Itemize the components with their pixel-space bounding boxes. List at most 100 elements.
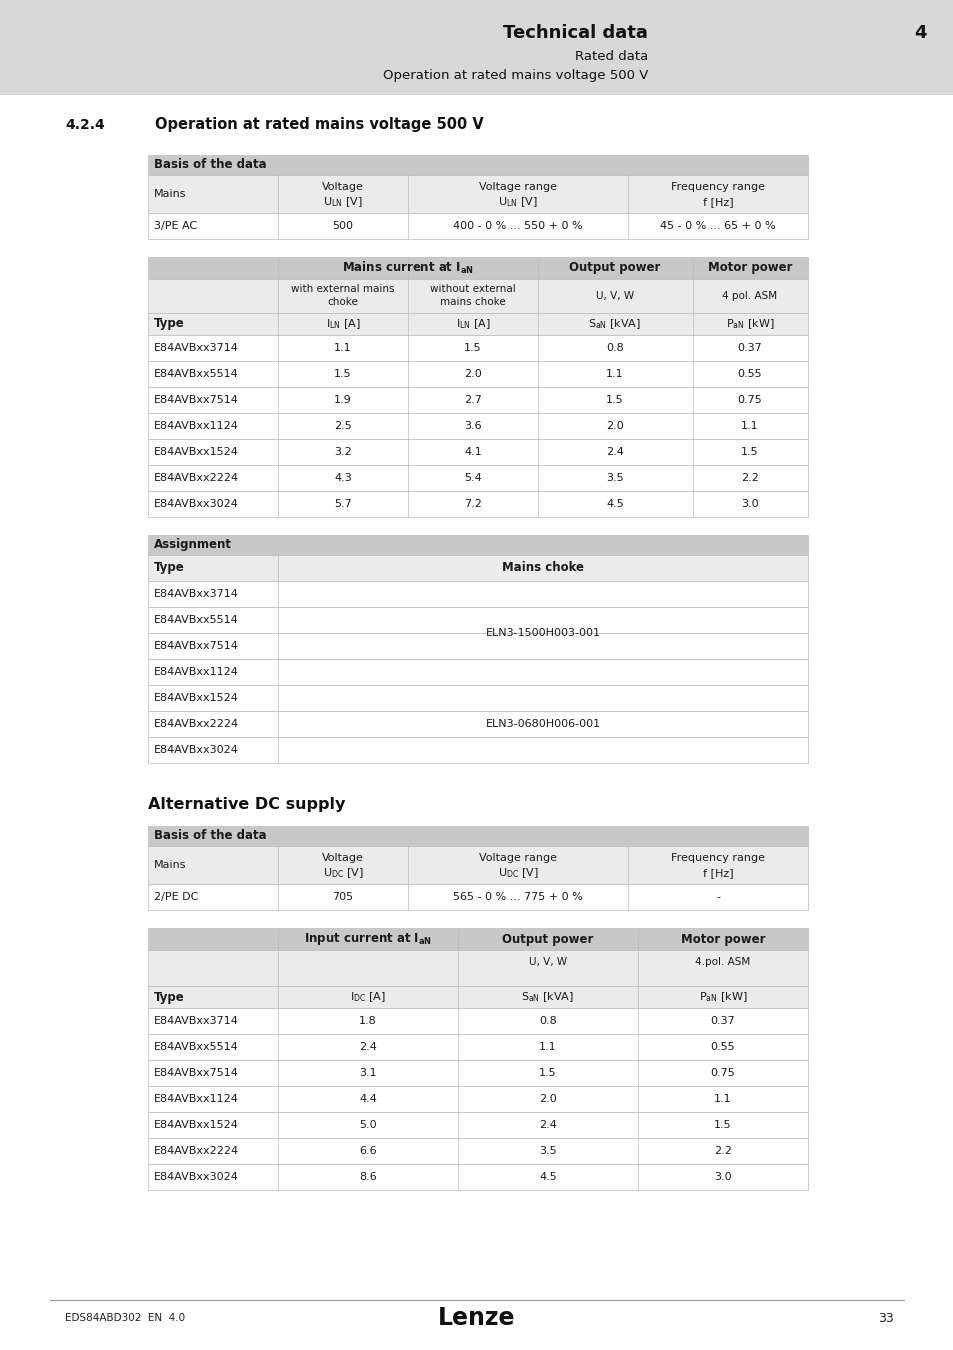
Text: E84AVBxx3024: E84AVBxx3024 <box>153 1172 238 1183</box>
Text: Mains: Mains <box>153 189 186 198</box>
Text: E84AVBxx1124: E84AVBxx1124 <box>153 421 238 431</box>
Bar <box>148 580 807 608</box>
Text: U$_\mathregular{DC}$ [V]: U$_\mathregular{DC}$ [V] <box>497 867 537 880</box>
Text: 3.6: 3.6 <box>464 421 481 431</box>
Text: Frequency range: Frequency range <box>670 853 764 863</box>
Text: EDS84ABD302  EN  4.0: EDS84ABD302 EN 4.0 <box>65 1314 185 1323</box>
Text: 3.2: 3.2 <box>334 447 352 458</box>
Text: f [Hz]: f [Hz] <box>702 197 733 207</box>
Text: 4: 4 <box>913 24 925 42</box>
Text: 400 - 0 % ... 550 + 0 %: 400 - 0 % ... 550 + 0 % <box>453 221 582 231</box>
Text: 2.4: 2.4 <box>605 447 623 458</box>
Bar <box>148 1008 807 1034</box>
Text: 1.5: 1.5 <box>740 447 758 458</box>
Text: S$_\mathregular{aN}$ [kVA]: S$_\mathregular{aN}$ [kVA] <box>588 317 640 331</box>
Text: 5.0: 5.0 <box>359 1120 376 1130</box>
Text: I$_\mathregular{LN}$ [A]: I$_\mathregular{LN}$ [A] <box>456 317 490 331</box>
Text: 500: 500 <box>333 221 354 231</box>
Text: 1.5: 1.5 <box>538 1068 557 1079</box>
Text: 2.5: 2.5 <box>334 421 352 431</box>
Text: 45 - 0 % ... 65 + 0 %: 45 - 0 % ... 65 + 0 % <box>659 221 775 231</box>
Text: choke: choke <box>327 297 358 306</box>
Bar <box>148 1085 807 1112</box>
Bar <box>148 846 807 884</box>
Text: U$_\mathregular{DC}$ [V]: U$_\mathregular{DC}$ [V] <box>322 867 363 880</box>
Text: U, V, W: U, V, W <box>528 957 566 967</box>
Text: 1.1: 1.1 <box>605 369 623 379</box>
Text: Assignment: Assignment <box>153 539 232 552</box>
Bar <box>148 684 807 711</box>
Bar <box>148 464 807 491</box>
Text: -: - <box>716 892 720 902</box>
Bar <box>148 659 807 684</box>
Bar <box>148 711 807 737</box>
Text: Output power: Output power <box>502 933 593 945</box>
Text: 1.1: 1.1 <box>334 343 352 352</box>
Text: 4 pol. ASM: 4 pol. ASM <box>721 292 777 301</box>
Bar <box>148 387 807 413</box>
Text: 1.5: 1.5 <box>714 1120 731 1130</box>
Text: Output power: Output power <box>569 262 660 274</box>
Text: mains choke: mains choke <box>439 297 505 306</box>
Bar <box>148 986 807 1008</box>
Text: Type: Type <box>153 991 185 1003</box>
Text: E84AVBxx3024: E84AVBxx3024 <box>153 500 238 509</box>
Bar <box>148 279 807 313</box>
Text: 2.0: 2.0 <box>464 369 481 379</box>
Text: S$_\mathregular{aN}$ [kVA]: S$_\mathregular{aN}$ [kVA] <box>521 990 574 1004</box>
Text: 4.3: 4.3 <box>334 472 352 483</box>
Text: I$_\mathregular{LN}$ [A]: I$_\mathregular{LN}$ [A] <box>325 317 360 331</box>
Bar <box>148 1060 807 1085</box>
Text: 7.2: 7.2 <box>463 500 481 509</box>
Text: Voltage range: Voltage range <box>478 182 557 192</box>
Bar <box>148 335 807 360</box>
Text: ELN3-0680H006-001: ELN3-0680H006-001 <box>485 720 600 729</box>
Text: E84AVBxx2224: E84AVBxx2224 <box>153 472 239 483</box>
Bar <box>148 491 807 517</box>
Bar <box>148 884 807 910</box>
Text: Operation at rated mains voltage 500 V: Operation at rated mains voltage 500 V <box>382 69 647 82</box>
Text: 2/PE DC: 2/PE DC <box>153 892 198 902</box>
Text: E84AVBxx3714: E84AVBxx3714 <box>153 343 238 352</box>
Bar <box>148 360 807 387</box>
Text: 4.4: 4.4 <box>358 1094 376 1104</box>
Text: Voltage: Voltage <box>322 853 363 863</box>
Bar <box>148 256 807 279</box>
Text: 3/PE AC: 3/PE AC <box>153 221 197 231</box>
Text: E84AVBxx1124: E84AVBxx1124 <box>153 1094 238 1104</box>
Text: 0.37: 0.37 <box>737 343 761 352</box>
Text: Rated data: Rated data <box>574 50 647 63</box>
Text: E84AVBxx1524: E84AVBxx1524 <box>153 447 238 458</box>
Text: Mains: Mains <box>153 860 186 869</box>
Text: Mains current at I$_\mathregular{aN}$: Mains current at I$_\mathregular{aN}$ <box>342 261 474 275</box>
Text: 1.1: 1.1 <box>714 1094 731 1104</box>
Text: 1.5: 1.5 <box>605 396 623 405</box>
Bar <box>148 608 807 633</box>
Text: 3.1: 3.1 <box>359 1068 376 1079</box>
Text: ELN3-1500H003-001: ELN3-1500H003-001 <box>485 628 599 639</box>
Text: P$_\mathregular{aN}$ [kW]: P$_\mathregular{aN}$ [kW] <box>725 317 774 331</box>
Text: 2.2: 2.2 <box>713 1146 731 1156</box>
Text: 2.0: 2.0 <box>538 1094 557 1104</box>
Text: Motor power: Motor power <box>680 933 764 945</box>
Text: 3.0: 3.0 <box>714 1172 731 1183</box>
Text: Alternative DC supply: Alternative DC supply <box>148 798 345 813</box>
Text: U$_\mathregular{LN}$ [V]: U$_\mathregular{LN}$ [V] <box>497 196 537 209</box>
Text: 8.6: 8.6 <box>358 1172 376 1183</box>
Text: E84AVBxx3024: E84AVBxx3024 <box>153 745 238 755</box>
Bar <box>148 1034 807 1060</box>
Text: Basis of the data: Basis of the data <box>153 158 266 171</box>
Text: Voltage: Voltage <box>322 182 363 192</box>
Text: without external: without external <box>430 284 516 294</box>
Text: U$_\mathregular{LN}$ [V]: U$_\mathregular{LN}$ [V] <box>323 196 362 209</box>
Bar <box>0 0 953 95</box>
Text: 0.8: 0.8 <box>538 1017 557 1026</box>
Text: Voltage range: Voltage range <box>478 853 557 863</box>
Text: 4.5: 4.5 <box>605 500 623 509</box>
Text: 1.9: 1.9 <box>334 396 352 405</box>
Bar <box>148 413 807 439</box>
Text: 4.2.4: 4.2.4 <box>65 117 105 132</box>
Text: E84AVBxx7514: E84AVBxx7514 <box>153 396 238 405</box>
Text: 2.2: 2.2 <box>740 472 759 483</box>
Text: E84AVBxx5514: E84AVBxx5514 <box>153 369 238 379</box>
